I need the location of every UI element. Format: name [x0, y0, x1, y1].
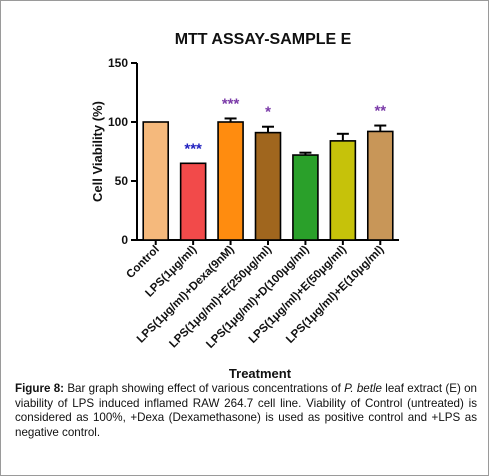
- caption-text-1: Bar graph showing effect of various conc…: [64, 382, 345, 395]
- y-tick-label: 150: [108, 56, 128, 70]
- plot-area: 050100150ControlLPS(1μg/ml)***LPS(1μg/ml…: [108, 56, 399, 351]
- bar-1: [142, 121, 170, 241]
- significance-marker-3: ***: [222, 95, 240, 112]
- significance-marker-2: ***: [184, 140, 202, 157]
- bar-5: [292, 154, 319, 241]
- caption-label: Figure 8:: [15, 382, 65, 395]
- significance-marker-4: *: [265, 104, 271, 121]
- chart-title: MTT ASSAY-SAMPLE E: [175, 31, 352, 48]
- caption-species: P. betle: [344, 382, 382, 395]
- figure-caption: Figure 8: Bar graph showing effect of va…: [15, 382, 477, 440]
- bar-6: [329, 140, 357, 241]
- x-tick-label-1: Control: [124, 244, 161, 281]
- bar-7: [366, 130, 394, 241]
- x-axis-label: Treatment: [229, 366, 292, 381]
- caption-text-2: leaf extract (E) on viability of LPS ind…: [15, 382, 477, 439]
- y-axis-label: Cell Viability (%): [90, 101, 105, 202]
- bar-4: [254, 131, 282, 241]
- y-tick-label: 100: [108, 115, 128, 129]
- bar-chart: MTT ASSAY-SAMPLE E Cell Viability (%) 0 5…: [90, 31, 399, 381]
- bar-3: [217, 121, 244, 241]
- bar-2: [179, 162, 207, 241]
- significance-marker-7: **: [374, 103, 386, 120]
- y-tick-label: 50: [115, 174, 129, 188]
- y-tick-label: 0: [121, 233, 128, 247]
